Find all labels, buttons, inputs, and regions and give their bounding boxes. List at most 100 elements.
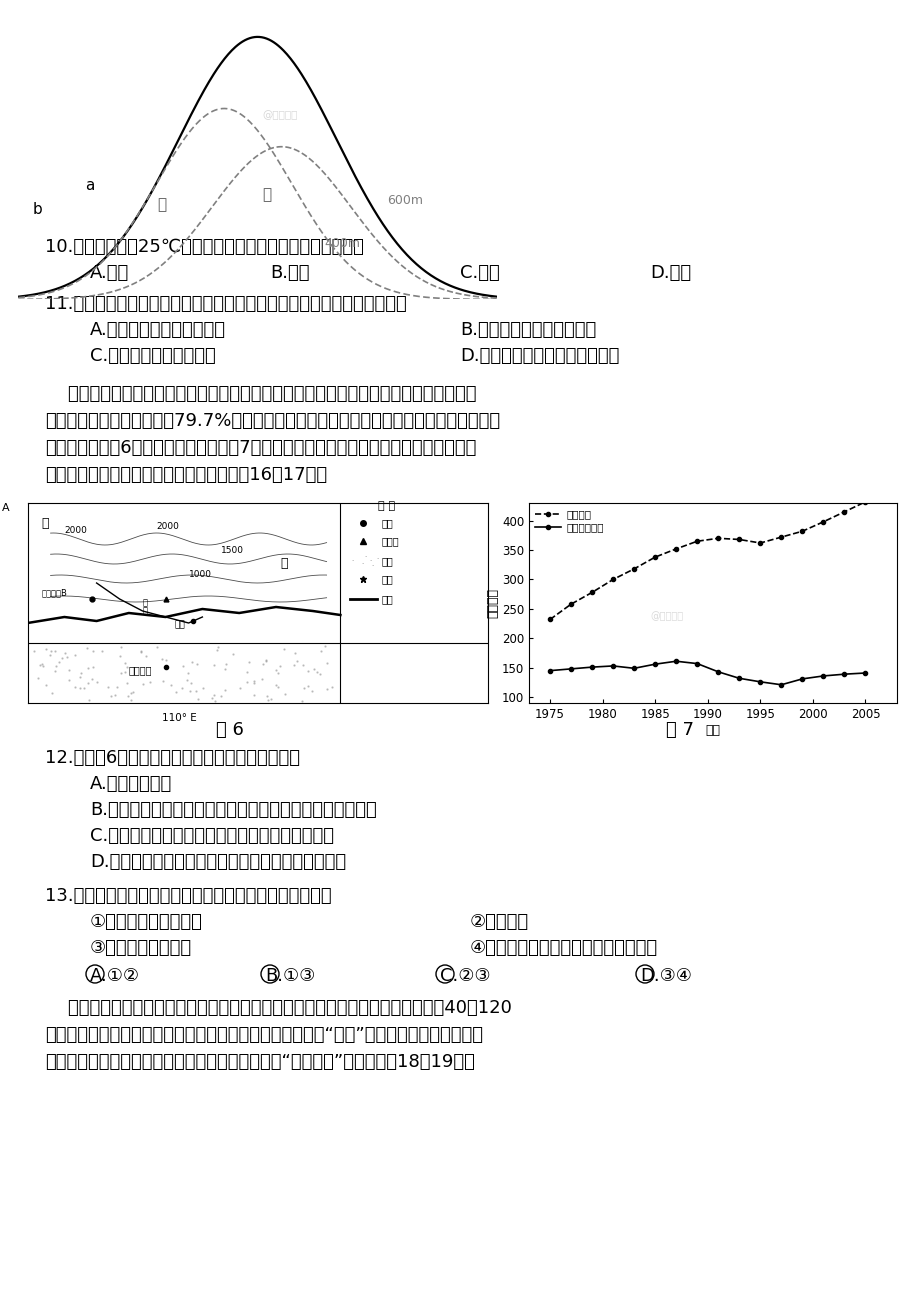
Text: A.坡向: A.坡向 bbox=[90, 264, 129, 283]
Text: 2000: 2000 bbox=[64, 526, 87, 535]
Text: A: A bbox=[2, 503, 9, 513]
Point bbox=[304, 681, 319, 702]
Text: 1000: 1000 bbox=[188, 570, 211, 579]
Point bbox=[123, 690, 138, 711]
Text: 包头: 包头 bbox=[175, 620, 186, 629]
Point bbox=[310, 661, 324, 682]
Point bbox=[85, 641, 100, 661]
Point bbox=[181, 663, 196, 684]
Text: .: . bbox=[361, 559, 364, 565]
Point bbox=[72, 667, 86, 687]
Point bbox=[35, 655, 50, 676]
Point bbox=[85, 669, 99, 690]
湖泊面积 bbox=[649, 549, 660, 565]
Point bbox=[34, 654, 49, 674]
Text: C.下午，乙地山风比甲强: C.下午，乙地山风比甲强 bbox=[90, 348, 216, 365]
Text: 甲: 甲 bbox=[157, 197, 166, 212]
Point bbox=[133, 641, 148, 661]
湖泊面积 bbox=[544, 612, 555, 628]
Text: B.上午，甲地的谷风比乙弱: B.上午，甲地的谷风比乙弱 bbox=[460, 322, 596, 339]
Point bbox=[206, 655, 221, 676]
Text: 1500: 1500 bbox=[221, 546, 244, 555]
Point bbox=[241, 652, 255, 673]
湖泊明水面积 bbox=[565, 661, 576, 677]
Point bbox=[270, 663, 285, 684]
Text: C.②③: C.②③ bbox=[439, 967, 490, 986]
Text: 鄂尔多斯: 鄂尔多斯 bbox=[129, 665, 153, 674]
Point bbox=[27, 641, 41, 661]
Legend: 湖泊面积, 湖泊明水面积: 湖泊面积, 湖泊明水面积 bbox=[534, 508, 605, 534]
Point bbox=[74, 663, 88, 684]
湖泊面积 bbox=[607, 572, 618, 587]
湖泊面积 bbox=[712, 530, 723, 546]
Text: 110° E: 110° E bbox=[162, 713, 197, 723]
Point bbox=[246, 671, 261, 691]
Text: 乌: 乌 bbox=[142, 598, 147, 607]
Point bbox=[296, 655, 311, 676]
Text: B.山地北侧河流最终可入北冰洋，南侧河流最终可入太平洋: B.山地北侧河流最终可入北冰洋，南侧河流最终可入太平洋 bbox=[90, 801, 377, 819]
Point bbox=[318, 635, 333, 656]
Point bbox=[209, 639, 223, 660]
Point bbox=[214, 686, 229, 707]
Point bbox=[239, 672, 254, 693]
Point bbox=[207, 690, 221, 711]
Point bbox=[39, 638, 53, 659]
Point bbox=[258, 651, 273, 672]
Point bbox=[118, 652, 132, 673]
湖泊明水面积 bbox=[859, 665, 870, 681]
Text: 乙: 乙 bbox=[262, 187, 271, 202]
湖泊面积 bbox=[838, 504, 849, 519]
湖泊面积 bbox=[565, 596, 576, 612]
Point bbox=[76, 677, 91, 698]
Point bbox=[254, 668, 268, 689]
Point bbox=[42, 644, 57, 665]
Text: 图 7: 图 7 bbox=[665, 721, 693, 740]
Point bbox=[240, 661, 255, 682]
Point bbox=[179, 671, 194, 691]
Point bbox=[119, 673, 134, 694]
湖泊明水面积 bbox=[670, 654, 681, 669]
湖泊明水面积 bbox=[649, 656, 660, 672]
Point bbox=[246, 685, 261, 706]
湖泊面积 bbox=[733, 531, 744, 547]
Text: D.山地北麓为温带草原带，南麓为温带落叶阔叶林带: D.山地北麓为温带草原带，南麓为温带落叶阔叶林带 bbox=[90, 853, 346, 871]
Point bbox=[207, 685, 221, 706]
Text: B.①③: B.①③ bbox=[265, 967, 315, 986]
Text: A.①②: A.①② bbox=[90, 967, 140, 986]
Point bbox=[217, 680, 232, 700]
湖泊明水面积 bbox=[733, 671, 744, 686]
Text: 水体蒸发等。图6为河套灸区地形图，图7为乌梁素海面积及明水面积变化示意图（明水面: 水体蒸发等。图6为河套灸区地形图，图7为乌梁素海面积及明水面积变化示意图（明水面 bbox=[45, 439, 476, 457]
Point bbox=[268, 674, 283, 695]
Point bbox=[32, 654, 47, 674]
Text: .: . bbox=[351, 556, 354, 562]
Text: B.纬度: B.纬度 bbox=[269, 264, 309, 283]
湖泊面积 bbox=[691, 534, 702, 549]
Point bbox=[68, 644, 83, 665]
Point bbox=[80, 638, 95, 659]
湖泊明水面积 bbox=[796, 671, 807, 686]
Point bbox=[164, 674, 178, 695]
Point bbox=[226, 643, 241, 664]
Text: A.甲乙两地当日最高温相同: A.甲乙两地当日最高温相同 bbox=[90, 322, 226, 339]
Point bbox=[113, 646, 128, 667]
Point bbox=[133, 642, 148, 663]
Text: C.北坡受风力侵蚀作用强，南坡受流水侵蚀作用强: C.北坡受风力侵蚀作用强，南坡受流水侵蚀作用强 bbox=[90, 827, 334, 845]
Point bbox=[301, 660, 315, 681]
Point bbox=[175, 655, 189, 676]
Text: 阴: 阴 bbox=[41, 517, 49, 530]
Point bbox=[204, 687, 219, 708]
Text: 400m: 400m bbox=[324, 237, 360, 250]
Point bbox=[259, 650, 274, 671]
Point bbox=[108, 685, 122, 706]
Text: .: . bbox=[376, 553, 379, 560]
湖泊明水面积 bbox=[775, 677, 786, 693]
Point bbox=[324, 677, 339, 698]
Text: ④过量灸溉后过量排放入湖使湖水增多: ④过量灸溉后过量排放入湖使湖水增多 bbox=[470, 939, 657, 957]
Point bbox=[139, 646, 153, 667]
Point bbox=[183, 680, 198, 700]
Point bbox=[296, 678, 311, 699]
Text: 12.关于图6所示阴山地区的地理环境描述正确的是: 12.关于图6所示阴山地区的地理环境描述正确的是 bbox=[45, 749, 300, 767]
Point bbox=[276, 639, 290, 660]
湖泊面积 bbox=[586, 585, 597, 600]
Point bbox=[89, 672, 104, 693]
